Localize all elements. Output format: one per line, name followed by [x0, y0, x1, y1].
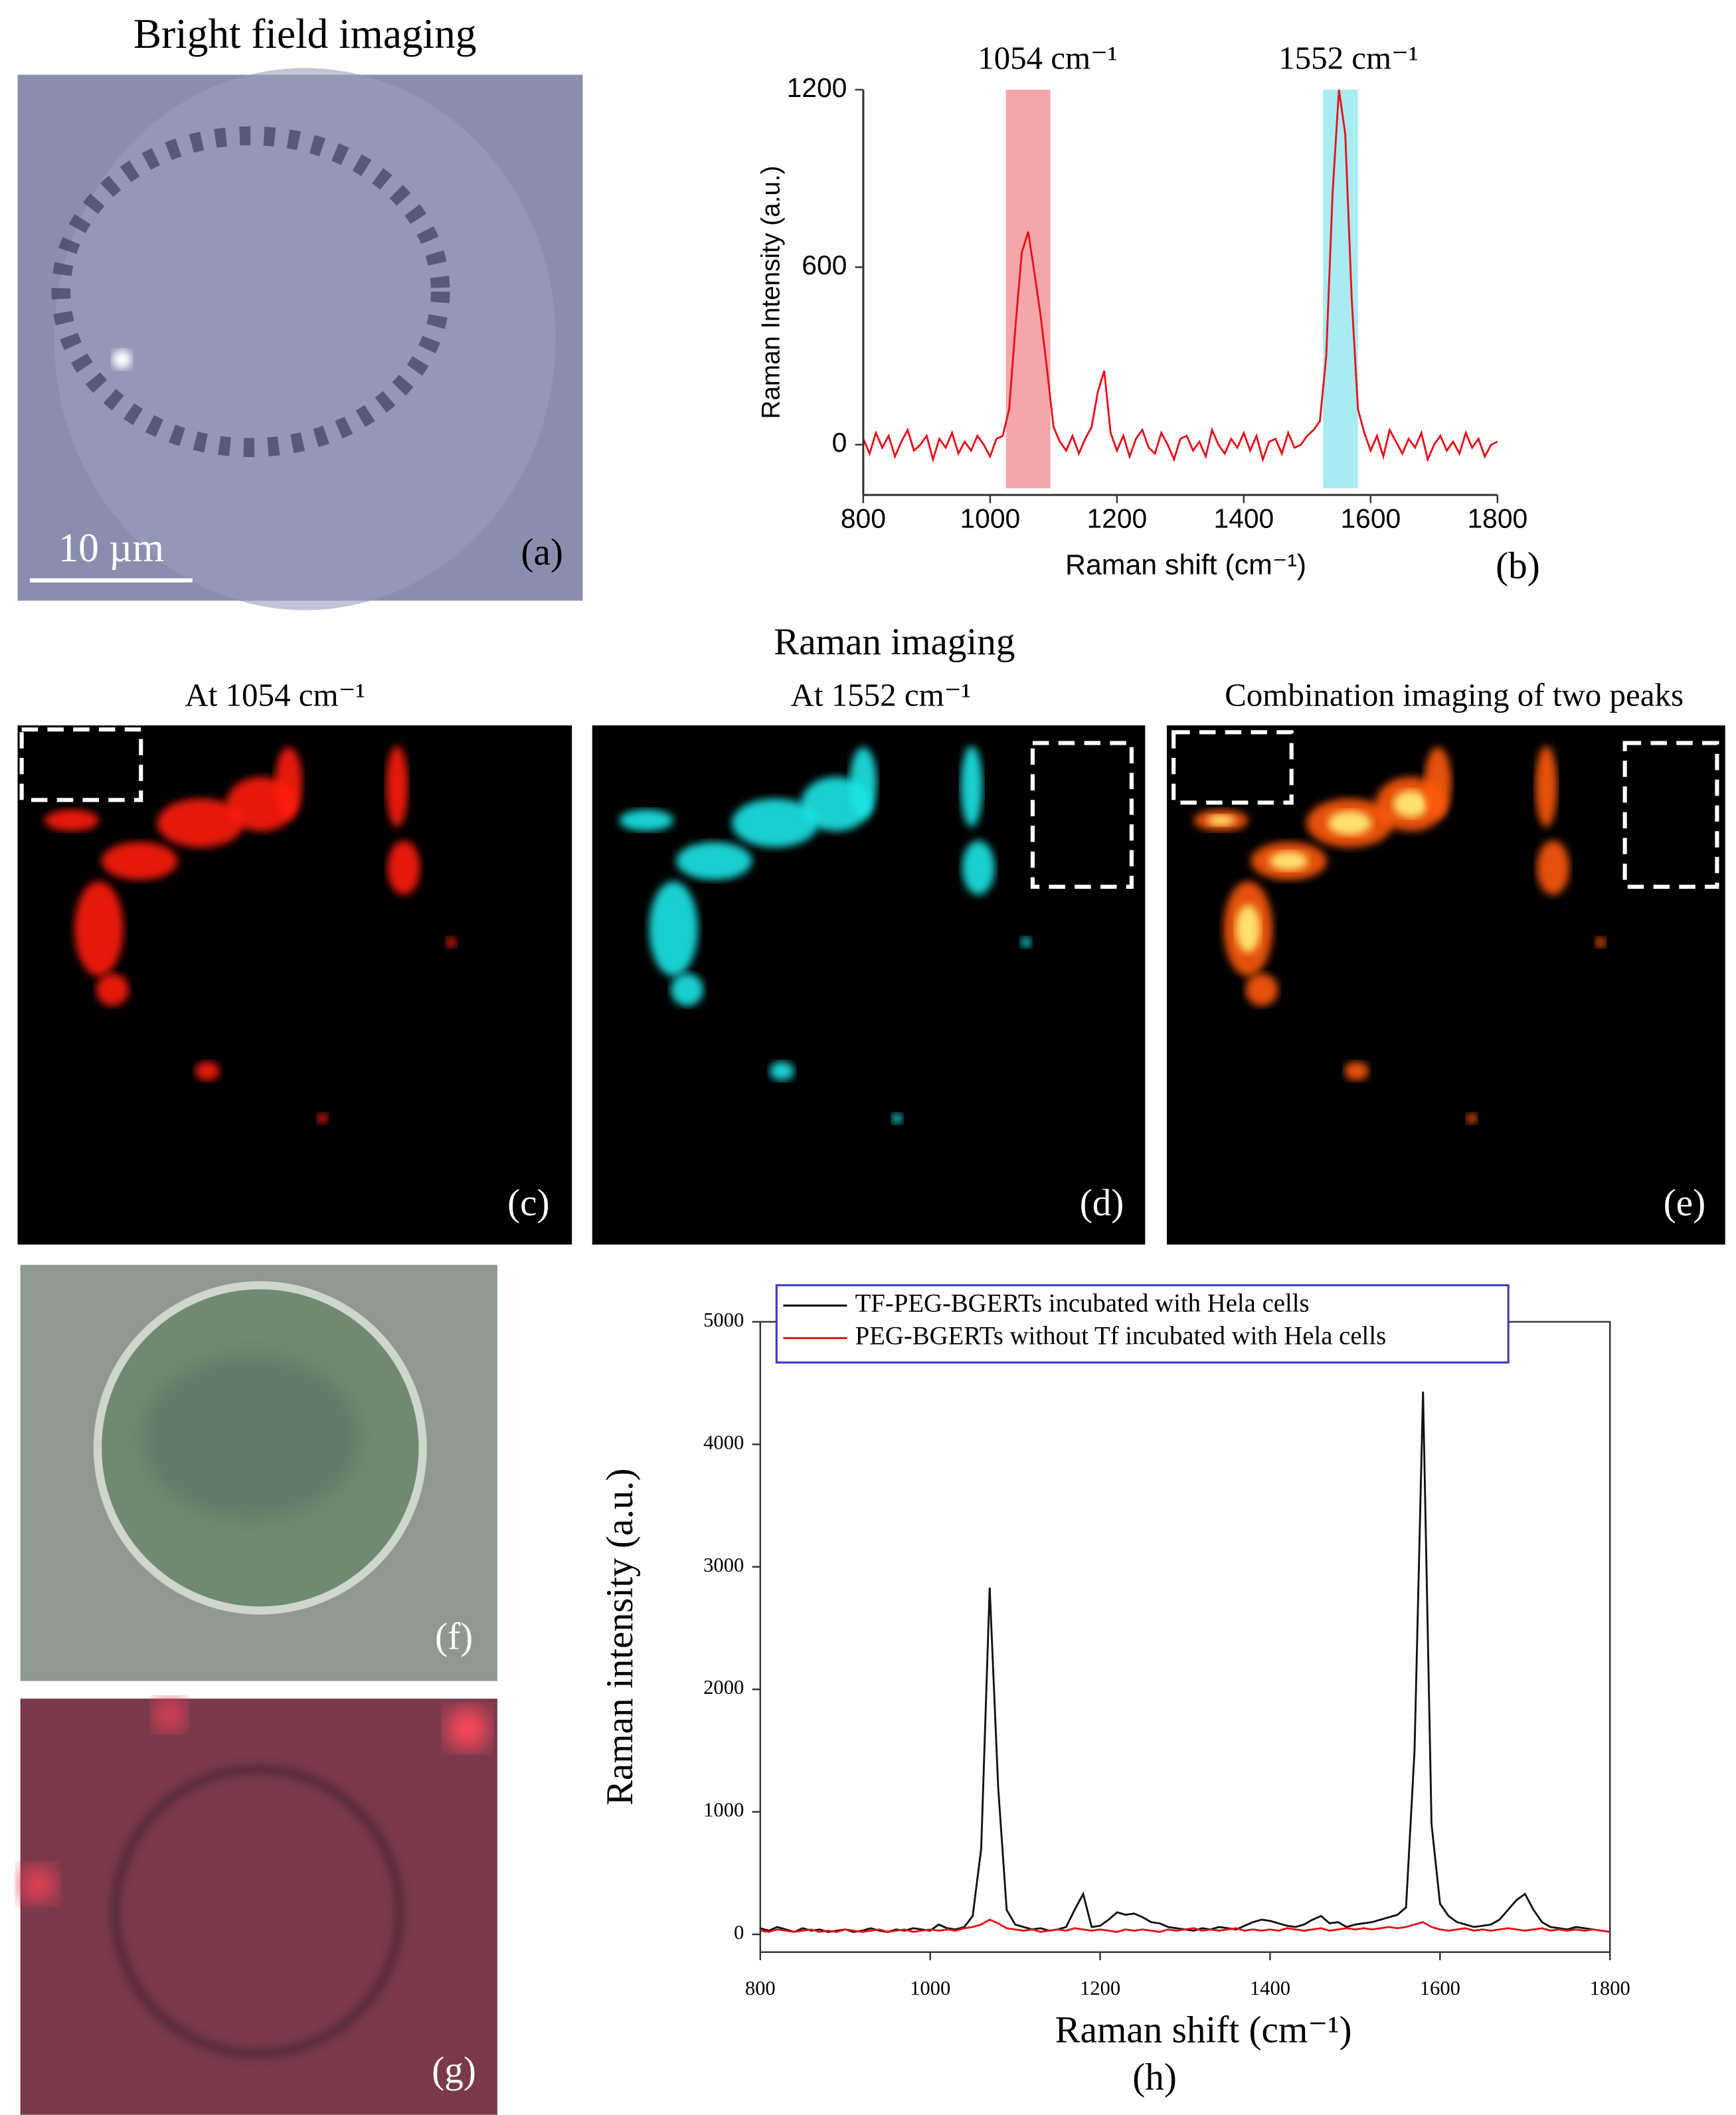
signal-blob [96, 973, 129, 1006]
signal-blob [731, 798, 819, 848]
x-tick-label: 1400 [1213, 504, 1274, 534]
nucleus [142, 1355, 359, 1518]
signal-blob [1595, 937, 1606, 948]
legend-label: TF-PEG-BGERTs incubated with Hela cells [855, 1289, 1310, 1317]
signal-blob [1537, 840, 1570, 895]
panel-title: Combination imaging of two peaks [1225, 676, 1684, 713]
signal-blob [44, 809, 99, 832]
bright-spot [446, 1706, 489, 1750]
signal-blob [1466, 1113, 1478, 1124]
x-tick-label: 1800 [1590, 1977, 1630, 1999]
signal-blob [387, 840, 420, 895]
panel-label: (c) [507, 1182, 549, 1224]
cell-body [54, 68, 556, 610]
highlight-band [1005, 90, 1051, 488]
signal-blob [1535, 745, 1557, 828]
panel-label: (a) [521, 531, 563, 573]
signal-blob [649, 881, 698, 976]
panel-label: (e) [1664, 1182, 1705, 1224]
spectrum-line [760, 1918, 1610, 1933]
signal-blob [1344, 1061, 1369, 1081]
signal-blob [386, 745, 408, 828]
y-tick-label: 0 [734, 1921, 744, 1944]
signal-blob [962, 840, 995, 895]
cell-outline [110, 1764, 406, 2059]
signal-core [1207, 814, 1235, 826]
signal-blob [195, 1061, 220, 1081]
y-tick-label: 4000 [703, 1431, 744, 1453]
panel-label: (b) [1496, 545, 1540, 587]
signal-blob [74, 881, 124, 976]
signal-blob [446, 937, 457, 948]
signal-blob [849, 747, 877, 818]
y-tick-label: 0 [832, 427, 847, 458]
y-tick-label: 600 [802, 250, 847, 280]
signal-blob [275, 747, 303, 818]
panel-label: (f) [435, 1616, 473, 1658]
particle-ring [51, 126, 450, 458]
signal-blob [1020, 937, 1031, 948]
x-tick-label: 1000 [910, 1977, 950, 1999]
signal-blob [157, 798, 244, 848]
scale-bar-label: 10 µm [58, 525, 164, 571]
panel-label: (h) [1132, 2057, 1177, 2098]
section-title: Raman imaging [774, 621, 1015, 663]
x-tick-label: 1600 [1420, 1977, 1460, 1999]
panel-label: (g) [432, 2050, 476, 2092]
signal-core [1328, 810, 1372, 836]
spectrum-line [862, 89, 1498, 463]
y-tick-label: 2000 [703, 1676, 744, 1699]
signal-blob [671, 973, 704, 1006]
y-axis-label: Raman Intensity (a.u.) [756, 165, 785, 418]
signal-blob [1245, 973, 1278, 1006]
x-tick-label: 1000 [960, 504, 1020, 534]
x-axis-label: Raman shift (cm⁻¹) [1065, 549, 1306, 581]
bright-spot [19, 1865, 57, 1904]
x-tick-label: 800 [841, 504, 886, 534]
signal-blob [1424, 747, 1452, 818]
roi-box [1172, 730, 1294, 805]
bright-spot [153, 1699, 186, 1732]
panel-label: (d) [1080, 1182, 1124, 1224]
charts: 1054 cm⁻¹ 1552 cm⁻¹ 800 1000 1200 1400 1600 180… [599, 39, 1630, 2098]
x-tick-label: 1400 [1250, 1977, 1290, 1999]
peak-annotation: 1054 cm⁻¹ [978, 39, 1118, 76]
x-tick-label: 1600 [1340, 504, 1401, 534]
x-axis-label: Raman shift (cm⁻¹) [1055, 2009, 1352, 2051]
y-tick-label: 1000 [703, 1799, 744, 1821]
panel-title: At 1552 cm⁻¹ [791, 676, 972, 713]
signal-blob [891, 1113, 903, 1124]
y-tick-label: 5000 [703, 1309, 744, 1331]
x-tick-label: 1200 [1080, 1977, 1120, 1999]
signal-blob [317, 1113, 328, 1124]
signal-blob [770, 1061, 794, 1081]
signal-blob [619, 809, 674, 832]
signal-core [1236, 905, 1260, 953]
x-tick-label: 800 [745, 1977, 776, 1999]
x-tick-label: 1200 [1086, 504, 1147, 534]
x-tick-label: 1800 [1467, 504, 1527, 534]
panel-title: At 1054 cm⁻¹ [185, 676, 365, 713]
signal-core [1393, 790, 1429, 818]
raman-signal [44, 745, 1606, 1124]
signal-blob [960, 745, 983, 828]
y-tick-label: 1200 [787, 72, 847, 103]
roi-box [19, 727, 143, 802]
signal-core [1270, 851, 1308, 871]
signal-blob [102, 842, 178, 880]
y-axis-label: Raman intensity (a.u.) [599, 1469, 641, 1806]
roi-box [1622, 741, 1719, 889]
peak-annotation: 1552 cm⁻¹ [1278, 39, 1419, 76]
legend-box [775, 1284, 1510, 1364]
panel-title: Bright field imaging [133, 11, 476, 57]
roi-box [1030, 741, 1134, 889]
y-tick-label: 3000 [703, 1554, 744, 1576]
legend-label: PEG-BGERTs without Tf incubated with Hel… [855, 1321, 1387, 1350]
bright-spot [112, 349, 131, 369]
signal-blob [676, 842, 752, 880]
